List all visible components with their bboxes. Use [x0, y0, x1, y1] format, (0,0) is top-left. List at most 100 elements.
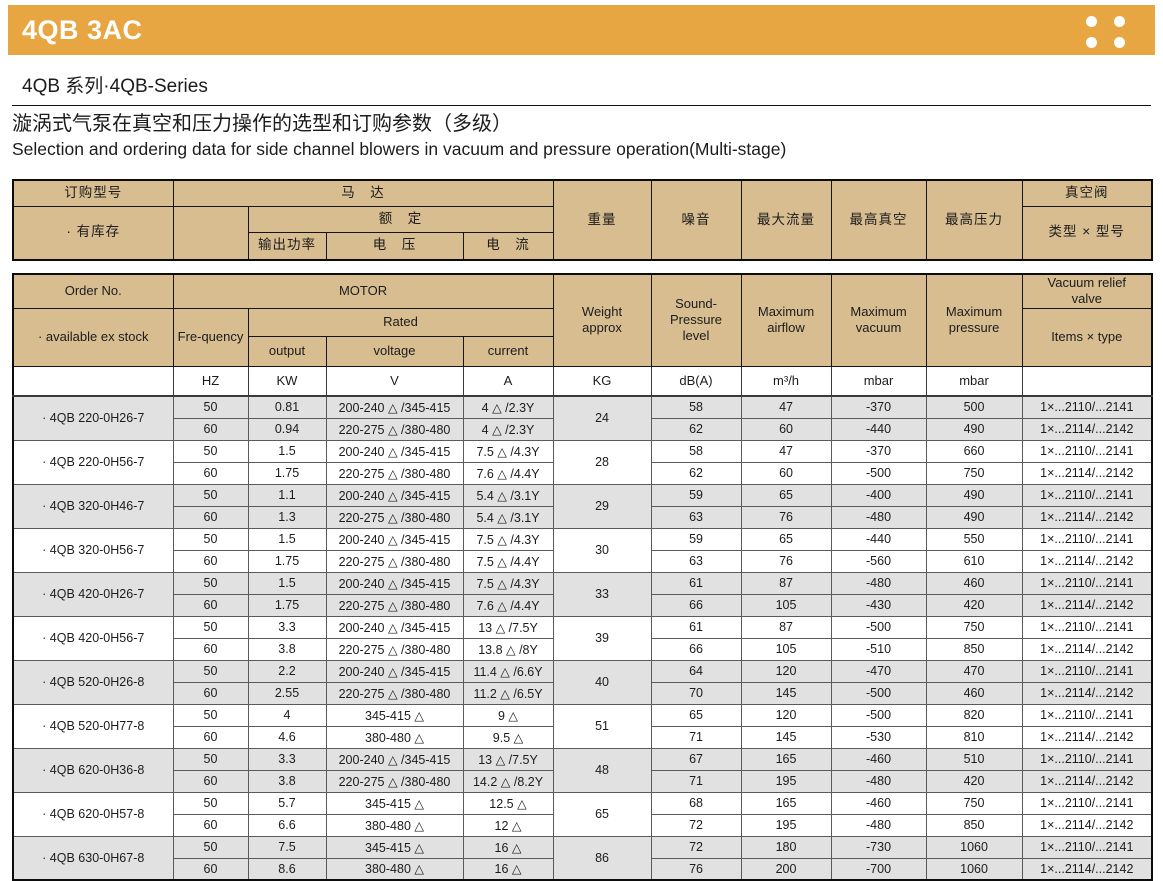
current-cell: 5.4 △ /3.1Y — [462, 483, 554, 507]
en-header-type-model: Items × type — [1021, 307, 1153, 367]
pressure-cell: 750 — [925, 461, 1023, 485]
sound-level-cell: 71 — [650, 769, 742, 793]
en-header-weight: Weight approx — [552, 273, 652, 367]
airflow-cell: 76 — [740, 549, 832, 573]
frequency-cell: 50 — [172, 659, 249, 683]
order-no-cell: · 4QB 630-0H67-8 — [12, 835, 174, 881]
airflow-cell: 60 — [740, 417, 832, 441]
voltage-cell: 200-240 △ /345-415 — [325, 439, 464, 463]
sound-level-cell: 58 — [650, 439, 742, 463]
airflow-cell: 180 — [740, 835, 832, 859]
pressure-cell: 420 — [925, 593, 1023, 617]
sound-level-cell: 61 — [650, 615, 742, 639]
frequency-cell: 60 — [172, 857, 249, 881]
dot-icon — [1114, 16, 1125, 27]
current-cell: 7.6 △ /4.4Y — [462, 593, 554, 617]
current-cell: 13.8 △ /8Y — [462, 637, 554, 661]
en-header-max-airflow: Maximum airflow — [740, 273, 832, 367]
en-header-vacuum-valve: Vacuum relief valve — [1021, 273, 1153, 309]
data-row: · 4QB 220-0H26-7 50 0.81 200-240 △ /345-415… — [12, 395, 1153, 441]
vacuum-cell: -430 — [830, 593, 927, 617]
pressure-cell: 510 — [925, 747, 1023, 771]
voltage-cell: 200-240 △ /345-415 — [325, 395, 464, 419]
zh-header-max-pressure: 最高压力 — [925, 179, 1023, 261]
pressure-cell: 660 — [925, 439, 1023, 463]
valve-type-cell: 1×...2110/...2141 — [1021, 659, 1153, 683]
frequency-cell: 50 — [172, 747, 249, 771]
voltage-cell: 200-240 △ /345-415 — [325, 747, 464, 771]
unit-cell-db: dB(A) — [650, 365, 742, 397]
valve-type-cell: 1×...2114/...2142 — [1021, 505, 1153, 529]
valve-type-cell: 1×...2114/...2142 — [1021, 593, 1153, 617]
valve-type-cell: 1×...2114/...2142 — [1021, 725, 1153, 749]
divider — [12, 105, 1151, 106]
valve-type-cell: 1×...2114/...2142 — [1021, 637, 1153, 661]
vacuum-cell: -480 — [830, 505, 927, 529]
en-header-current: current — [462, 335, 554, 367]
output-kw-cell: 0.81 — [247, 395, 327, 419]
vacuum-cell: -400 — [830, 483, 927, 507]
vacuum-cell: -500 — [830, 681, 927, 705]
valve-type-cell: 1×...2110/...2141 — [1021, 835, 1153, 859]
voltage-cell: 220-275 △ /380-480 — [325, 461, 464, 485]
valve-type-cell: 1×...2110/...2141 — [1021, 791, 1153, 815]
series-heading: 4QB 系列·4QB-Series — [22, 76, 208, 97]
vacuum-cell: -370 — [830, 395, 927, 419]
airflow-cell: 120 — [740, 703, 832, 727]
order-no-cell: · 4QB 520-0H26-8 — [12, 659, 174, 705]
output-kw-cell: 1.75 — [247, 593, 327, 617]
current-cell: 11.2 △ /6.5Y — [462, 681, 554, 705]
voltage-cell: 380-480 △ — [325, 813, 464, 837]
en-header-max-pressure: Maximum pressure — [925, 273, 1023, 367]
airflow-cell: 195 — [740, 769, 832, 793]
weight-cell: 30 — [552, 527, 652, 573]
current-cell: 16 △ — [462, 835, 554, 859]
current-cell: 7.6 △ /4.4Y — [462, 461, 554, 485]
data-table: Order No. MOTOR Weight approx Sound- Pre… — [12, 273, 1154, 881]
order-no-cell: · 4QB 620-0H57-8 — [12, 791, 174, 837]
units-row: HZ KW V A KG dB(A) m³/h mbar mbar — [12, 365, 1153, 397]
zh-header-noise: 噪音 — [650, 179, 742, 261]
frequency-cell: 60 — [172, 461, 249, 485]
sound-level-cell: 59 — [650, 483, 742, 507]
output-kw-cell: 1.5 — [247, 571, 327, 595]
en-header-in-stock: · available ex stock — [12, 307, 174, 367]
data-row: 60 3.8 220-275 △ /380-480 13.8 △ /8Y 66 105 -5… — [13, 637, 1153, 661]
frequency-cell: 60 — [172, 813, 249, 837]
current-cell: 13 △ /7.5Y — [462, 747, 554, 771]
vacuum-cell: -500 — [830, 615, 927, 639]
sound-level-cell: 61 — [650, 571, 742, 595]
pressure-cell: 820 — [925, 703, 1023, 727]
pressure-cell: 850 — [925, 637, 1023, 661]
current-cell: 7.5 △ /4.3Y — [462, 527, 554, 551]
voltage-cell: 220-275 △ /380-480 — [325, 549, 464, 573]
output-kw-cell: 1.5 — [247, 527, 327, 551]
frequency-cell: 50 — [172, 483, 249, 507]
weight-cell: 28 — [552, 439, 652, 485]
output-kw-cell: 1.1 — [247, 483, 327, 507]
weight-cell: 33 — [552, 571, 652, 617]
vacuum-cell: -560 — [830, 549, 927, 573]
current-cell: 9 △ — [462, 703, 554, 727]
voltage-cell: 200-240 △ /345-415 — [325, 571, 464, 595]
vacuum-cell: -480 — [830, 769, 927, 793]
airflow-cell: 47 — [740, 395, 832, 419]
frequency-cell: 60 — [172, 417, 249, 441]
airflow-cell: 87 — [740, 615, 832, 639]
page-banner: 4QB 3AC — [8, 5, 1155, 55]
header-table-zh: 订购型号 马 达 重量 噪音 最大流量 最高真空 最高压力 真空阀 · 有库存 … — [12, 179, 1153, 261]
voltage-cell: 200-240 △ /345-415 — [325, 527, 464, 551]
valve-type-cell: 1×...2110/...2141 — [1021, 439, 1153, 463]
sound-level-cell: 72 — [650, 835, 742, 859]
dot-icon — [1114, 37, 1125, 48]
weight-cell: 48 — [552, 747, 652, 793]
airflow-cell: 65 — [740, 483, 832, 507]
sound-level-cell: 62 — [650, 417, 742, 441]
output-kw-cell: 1.5 — [247, 439, 327, 463]
order-no-cell: · 4QB 520-0H77-8 — [12, 703, 174, 749]
weight-cell: 29 — [552, 483, 652, 529]
vacuum-cell: -480 — [830, 813, 927, 837]
weight-cell: 40 — [552, 659, 652, 705]
current-cell: 7.5 △ /4.3Y — [462, 439, 554, 463]
frequency-cell: 50 — [172, 527, 249, 551]
